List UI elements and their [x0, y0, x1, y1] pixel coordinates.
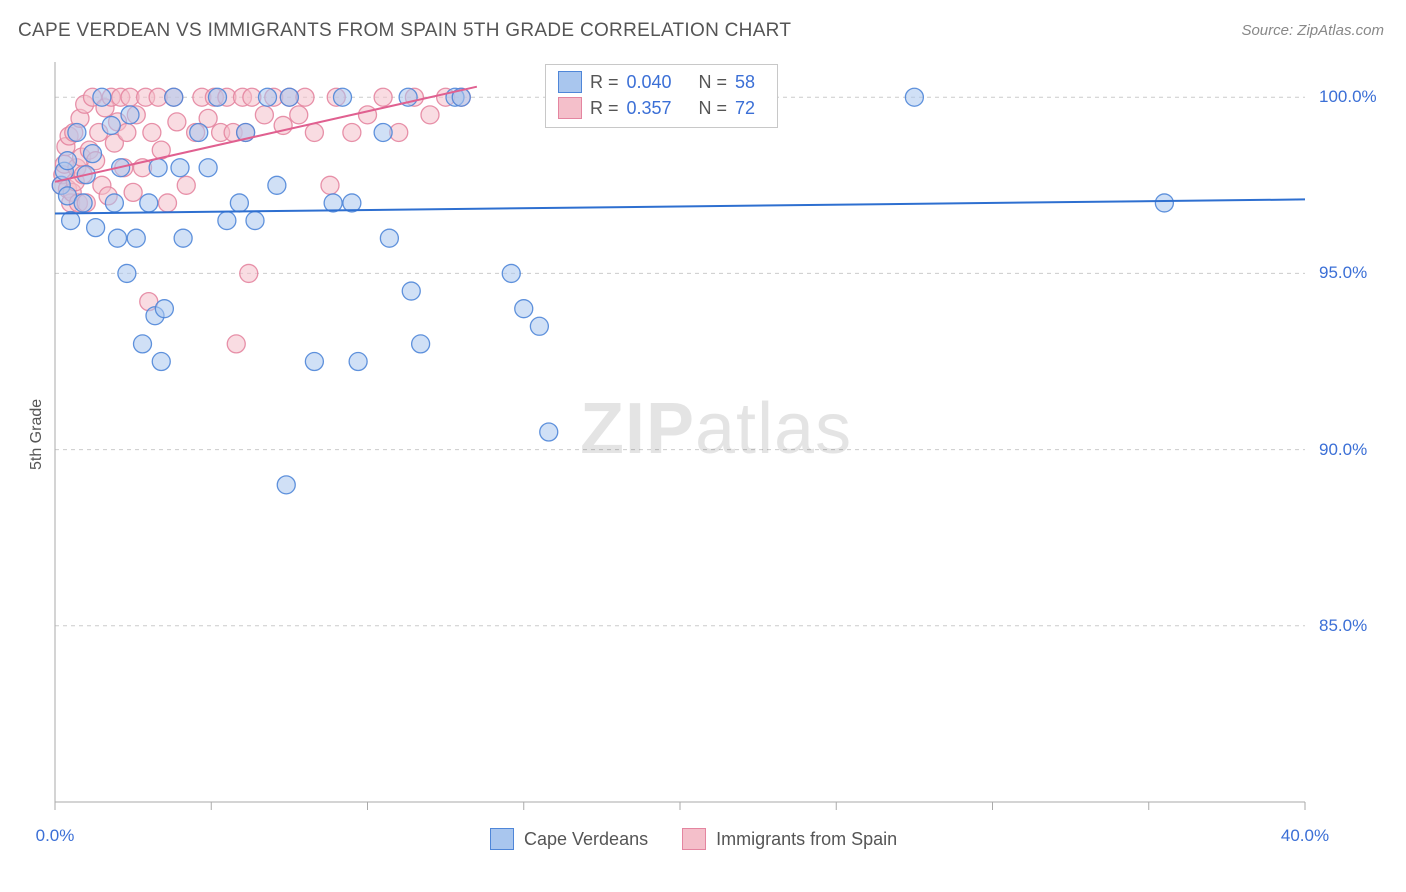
series-legend: Cape Verdeans Immigrants from Spain [490, 828, 897, 850]
x-tick-label: 0.0% [36, 826, 75, 846]
legend-series-label: Immigrants from Spain [716, 829, 897, 850]
stats-legend-row: R = 0.040N = 58 [558, 69, 765, 95]
y-tick-label: 95.0% [1319, 263, 1367, 283]
legend-swatch [682, 828, 706, 850]
x-tick-label: 40.0% [1281, 826, 1329, 846]
y-tick-label: 90.0% [1319, 440, 1367, 460]
legend-swatch [558, 71, 582, 93]
legend-series-label: Cape Verdeans [524, 829, 648, 850]
legend-swatch [558, 97, 582, 119]
stats-legend-box: R = 0.040N = 58R = 0.357N = 72 [545, 64, 778, 128]
legend-swatch [490, 828, 514, 850]
y-tick-label: 100.0% [1319, 87, 1377, 107]
scatter-plot [0, 0, 1406, 892]
stats-legend-row: R = 0.357N = 72 [558, 95, 765, 121]
y-tick-label: 85.0% [1319, 616, 1367, 636]
